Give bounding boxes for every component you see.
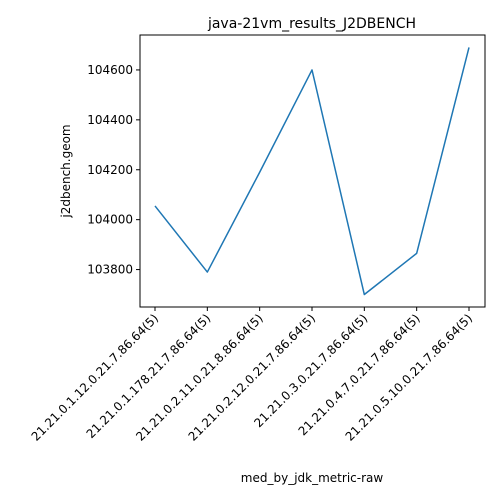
- y-tick-label: 104000: [87, 213, 133, 227]
- y-axis-ticks: 103800 104000 104200 104400 104600: [87, 63, 140, 277]
- axes-frame: [139, 34, 486, 308]
- series-line: [154, 47, 470, 296]
- y-tick-label: 103800: [87, 263, 133, 277]
- y-tick-label: 104200: [87, 163, 133, 177]
- chart-title: java-21vm_results_J2DBENCH: [207, 16, 416, 32]
- plot-area: [154, 47, 470, 296]
- y-tick-label: 104400: [87, 113, 133, 127]
- y-axis-label: j2dbench.geom: [59, 124, 73, 218]
- x-axis-ticks: 21.21.0.1.12.0.21.7.86.64(5)21.21.0.1.17…: [29, 307, 475, 444]
- x-axis-label: med_by_jdk_metric-raw: [241, 471, 384, 485]
- y-tick-label: 104600: [87, 63, 133, 77]
